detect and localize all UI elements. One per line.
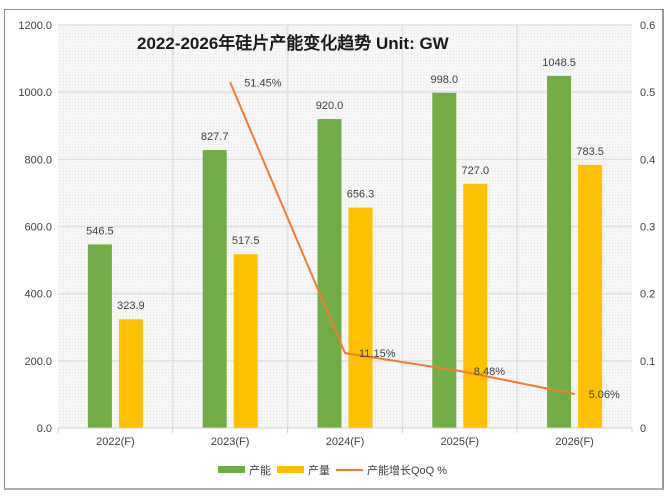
bar-capacity [317,119,342,429]
bar-data-label: 546.5 [86,225,114,237]
y-left-tick-label: 1000.0 [18,87,52,99]
legend-label: 产能增长QoQ % [367,463,447,477]
qoq-point [574,393,576,395]
gridlines [58,24,632,428]
bar-data-label: 1048.5 [542,57,576,69]
bar-output [463,183,488,428]
x-tick-label: 2024(F) [326,436,365,448]
y-left-tick-label: 200.0 [24,356,52,368]
bar-capacity [87,244,112,428]
qoq-line [229,81,576,395]
y-left-tick-label: 800.0 [24,154,52,166]
x-tick-label: 2022(F) [96,436,135,448]
bar-data-label: 323.9 [117,300,145,312]
bar-data-label: 783.5 [576,146,604,158]
bar-capacity [432,92,457,429]
bar-output [118,319,143,428]
y-left-tick-label: 600.0 [24,222,52,234]
x-tick-label: 2026(F) [555,436,594,448]
qoq-line-path [229,82,575,395]
qoq-data-label: 11.15% [359,348,396,360]
y-left-tick-label: 1200.0 [18,20,52,32]
y-right-tick-label: 0.1 [640,356,655,368]
bar-output [578,164,603,429]
y-right-tick-label: 0 [640,423,646,435]
x-tick-label: 2023(F) [211,436,250,448]
bar-data-label: 656.3 [347,189,375,201]
y-right-tick-label: 0.5 [640,87,655,99]
x-tick-label: 2025(F) [441,436,480,448]
qoq-data-label: 51.45% [244,77,282,89]
bar-data-label: 827.7 [201,131,229,143]
legend-swatch-0 [218,466,245,473]
qoq-point [344,352,346,354]
qoq-point [459,370,461,372]
y-right-tick-label: 0.2 [640,289,655,301]
legend: 产能 产量 产能增长QoQ % [218,463,447,477]
qoq-data-label: 5.06% [589,389,620,401]
bar-output [233,254,258,428]
bars [87,75,603,429]
axes: 0.0 200.0 400.0 600.0 800.0 1000.0 1200.0 0 0.1 0… [18,20,655,448]
y-right-tick-label: 0.3 [640,222,655,234]
bar-capacity [547,75,572,428]
bar-data-label: 727.0 [462,165,490,177]
data-labels: 546.5 827.7 920.0 998.0 1048.5 323.9 517.5 656.… [86,57,620,401]
bar-data-label: 998.0 [431,74,459,86]
y-right-tick-label: 0.6 [640,20,655,32]
chart-title: 2022-2026年硅片产能变化趋势 Unit: GW [137,33,450,53]
qoq-data-label: 8.48% [474,366,505,378]
legend-label: 产能 [249,463,271,477]
legend-label: 产量 [308,463,330,477]
y-left-tick-label: 400.0 [24,289,52,301]
bar-data-label: 517.5 [232,235,260,247]
bar-output [348,207,373,428]
bar-data-label: 920.0 [316,100,344,112]
y-right-tick-label: 0.4 [640,154,655,166]
y-left-tick-label: 0.0 [37,423,52,435]
bar-capacity [202,150,227,428]
qoq-point [229,81,231,83]
legend-swatch-1 [277,466,304,473]
